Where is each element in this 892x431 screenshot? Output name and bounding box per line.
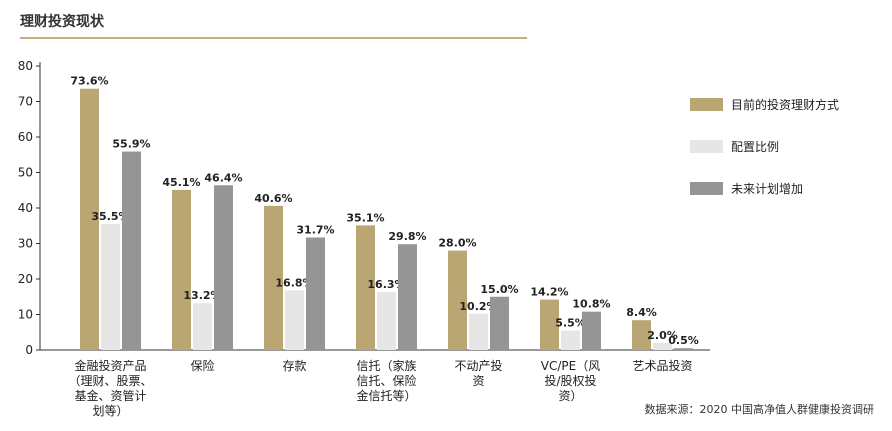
category-label: 信托（家族 — [356, 358, 416, 373]
bar-1-1 — [193, 303, 212, 350]
category-label: VC/PE（风 — [541, 359, 600, 373]
value-label-0-6: 8.4% — [626, 306, 657, 319]
bar-1-6 — [653, 342, 672, 350]
value-label-0-2: 40.6% — [254, 192, 292, 205]
y-tick-label: 30 — [18, 237, 33, 251]
bar-0-6 — [632, 320, 651, 350]
value-label-2-2: 31.7% — [296, 223, 334, 236]
value-label-2-0: 55.9% — [112, 138, 150, 151]
category-label: 保险 — [190, 358, 214, 373]
category-label: 信托、保险 — [356, 373, 416, 388]
value-label-1-3: 16.3% — [367, 278, 405, 291]
bar-2-2 — [306, 237, 325, 350]
value-label-2-5: 10.8% — [572, 298, 610, 311]
legend-swatch-allocation — [690, 139, 723, 153]
y-tick-label: 70 — [18, 95, 33, 109]
y-tick-label: 60 — [18, 130, 33, 144]
y-tick-label: 50 — [18, 166, 33, 180]
bar-0-1 — [172, 189, 191, 350]
bar-1-0 — [101, 223, 120, 350]
value-label-1-4: 10.2% — [459, 300, 497, 313]
value-label-1-6: 2.0% — [647, 329, 678, 342]
value-label-2-4: 15.0% — [480, 283, 518, 296]
category-label: 金融投资产品 — [74, 358, 146, 373]
bar-1-3 — [377, 292, 396, 350]
value-label-2-1: 46.4% — [204, 171, 242, 184]
value-label-2-3: 29.8% — [388, 230, 426, 243]
category-label: 资） — [558, 389, 582, 403]
bar-2-0 — [122, 151, 141, 350]
legend-swatch-current — [690, 97, 723, 111]
legend-label-current: 目前的投资理财方式 — [731, 97, 840, 112]
value-label-0-5: 14.2% — [530, 286, 568, 299]
legend-label-future: 未来计划增加 — [731, 181, 804, 196]
value-label-1-2: 16.8% — [275, 276, 313, 289]
legend: 目前的投资理财方式 配置比例 未来计划增加 — [690, 94, 839, 220]
data-source-note: 数据来源：2020 中国高净值人群健康投资调研 — [644, 403, 875, 416]
category-label: 金信托等） — [356, 388, 416, 403]
bar-2-6 — [674, 348, 693, 350]
value-label-1-5: 5.5% — [555, 316, 586, 329]
bar-2-3 — [398, 244, 417, 350]
legend-item-allocation: 配置比例 — [690, 136, 839, 156]
bar-0-3 — [356, 225, 375, 350]
bar-2-4 — [490, 296, 509, 350]
value-label-0-3: 35.1% — [346, 211, 384, 224]
value-label-0-0: 73.6% — [70, 75, 108, 88]
y-tick-label: 80 — [18, 59, 33, 73]
y-tick-label: 10 — [18, 308, 33, 322]
y-tick-label: 40 — [18, 201, 33, 215]
bar-2-5 — [582, 311, 601, 350]
category-label: 艺术品投资 — [632, 358, 692, 373]
title-divider — [20, 37, 527, 39]
legend-item-current: 目前的投资理财方式 — [690, 94, 839, 114]
bar-1-2 — [285, 290, 304, 350]
bar-0-0 — [80, 88, 99, 350]
legend-swatch-future — [690, 181, 723, 195]
bar-1-5 — [561, 330, 580, 350]
bar-0-5 — [540, 299, 559, 350]
value-label-0-1: 45.1% — [162, 176, 200, 189]
bar-2-1 — [214, 185, 233, 350]
category-label: 基金、资管计 — [74, 388, 146, 403]
category-label: 资 — [472, 374, 484, 388]
category-label: 不动产投 — [454, 358, 502, 373]
y-tick-label: 20 — [18, 272, 33, 286]
value-label-0-4: 28.0% — [438, 237, 476, 250]
y-tick-label: 0 — [25, 343, 33, 357]
bar-0-4 — [448, 250, 467, 350]
bar-1-4 — [469, 313, 488, 350]
category-label: 划等） — [92, 404, 128, 418]
category-label: 存款 — [282, 359, 306, 373]
category-label: 投/股权投 — [544, 373, 596, 388]
chart-title: 理财投资现状 — [20, 14, 104, 30]
bar-0-2 — [264, 205, 283, 350]
legend-label-allocation: 配置比例 — [731, 139, 780, 154]
value-label-2-6: 0.5% — [668, 334, 699, 347]
value-label-1-0: 35.5% — [91, 210, 129, 223]
legend-item-future: 未来计划增加 — [690, 178, 839, 198]
category-label: （理财、股票、 — [68, 374, 152, 388]
value-label-1-1: 13.2% — [183, 289, 221, 302]
